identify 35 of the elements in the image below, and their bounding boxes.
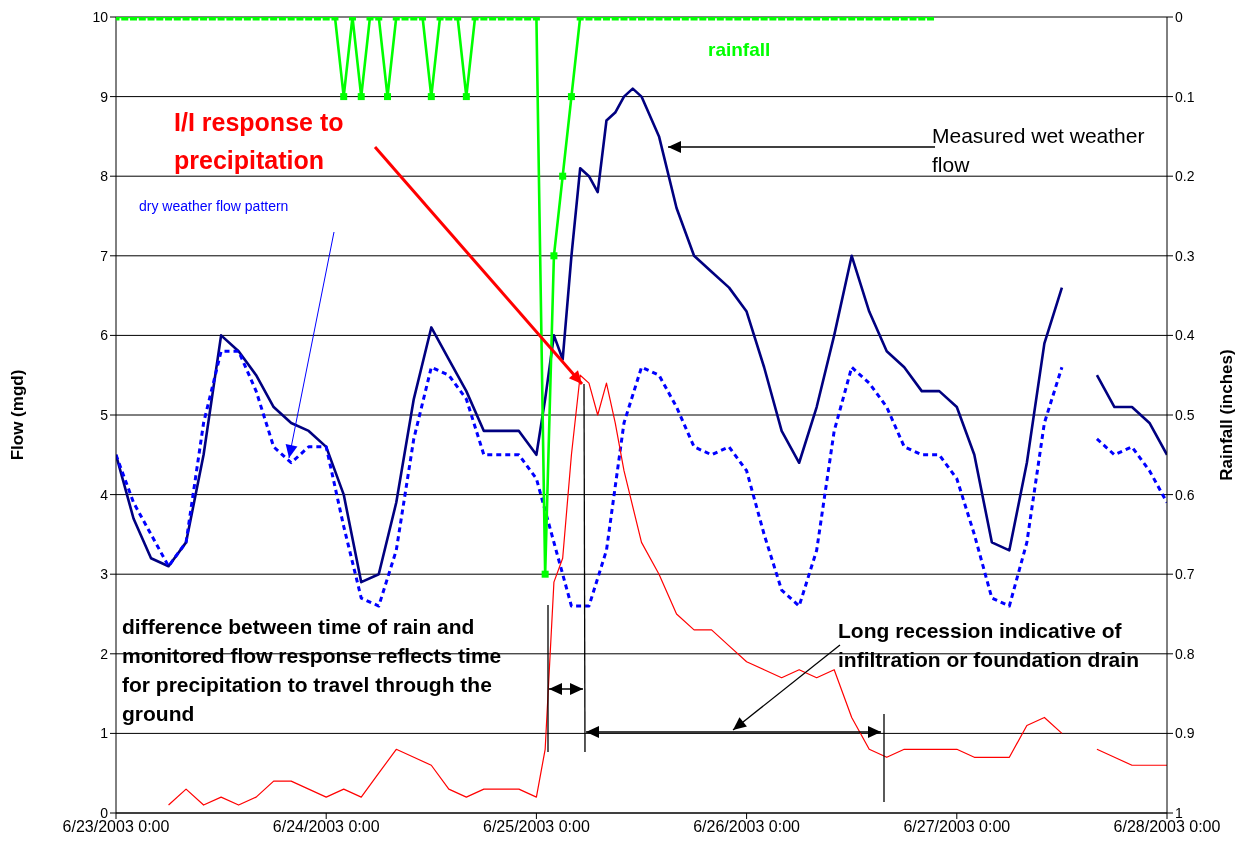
y2-tick-label: 0.6 bbox=[1175, 486, 1195, 503]
x-tick-label: 6/25/2003 0:00 bbox=[483, 818, 590, 836]
x-tick-label: 6/28/2003 0:00 bbox=[1113, 818, 1221, 836]
text: I/I response to precipitation bbox=[174, 107, 345, 176]
y-tick-label: 6 bbox=[100, 327, 109, 344]
y2-tick-label: 0.2 bbox=[1175, 168, 1195, 185]
y-tick-label: 9 bbox=[100, 88, 109, 105]
y-tick-label: 0 bbox=[100, 804, 109, 821]
y-tick-label: 5 bbox=[100, 406, 109, 423]
x-tick-label: 6/26/2003 0:00 bbox=[693, 818, 801, 836]
y-tick-label: 2 bbox=[100, 645, 109, 662]
x-tick-label: 6/23/2003 0:00 bbox=[62, 818, 170, 836]
y2-tick-label: 1 bbox=[1175, 804, 1183, 821]
y2-tick-label: 0.5 bbox=[1175, 406, 1195, 423]
x-tick-label: 6/27/2003 0:00 bbox=[903, 818, 1011, 836]
text: dry weather flow pattern bbox=[139, 197, 290, 216]
y-tick-label: 1 bbox=[100, 725, 109, 742]
y2-tick-label: 0.3 bbox=[1175, 247, 1195, 264]
annotation: Measured wet weather flow bbox=[932, 123, 1146, 178]
y2-tick-label: 0.8 bbox=[1175, 645, 1195, 662]
y-axis-title: Flow (mgd) bbox=[8, 369, 28, 461]
y2-tick-label: 0.9 bbox=[1175, 725, 1195, 742]
y2-tick-label: 0.4 bbox=[1175, 327, 1195, 344]
x-tick-label: 6/24/2003 0:00 bbox=[272, 818, 380, 836]
y2-tick-label: 0.1 bbox=[1175, 88, 1195, 105]
series-label: rainfall bbox=[708, 38, 772, 62]
annotation: Long recession indicative of infiltration or foundation drain bbox=[838, 618, 1140, 673]
y-tick-label: 10 bbox=[92, 8, 109, 25]
y2-tick-label: 0 bbox=[1175, 8, 1183, 25]
y2-tick-label: 0.7 bbox=[1175, 566, 1195, 583]
y2-axis-title: Rainfall (inches) bbox=[1217, 349, 1237, 481]
y-tick-label: 7 bbox=[100, 247, 109, 264]
y-tick-label: 4 bbox=[100, 486, 109, 503]
y-tick-label: 3 bbox=[100, 566, 109, 583]
y-tick-label: 8 bbox=[100, 168, 109, 185]
